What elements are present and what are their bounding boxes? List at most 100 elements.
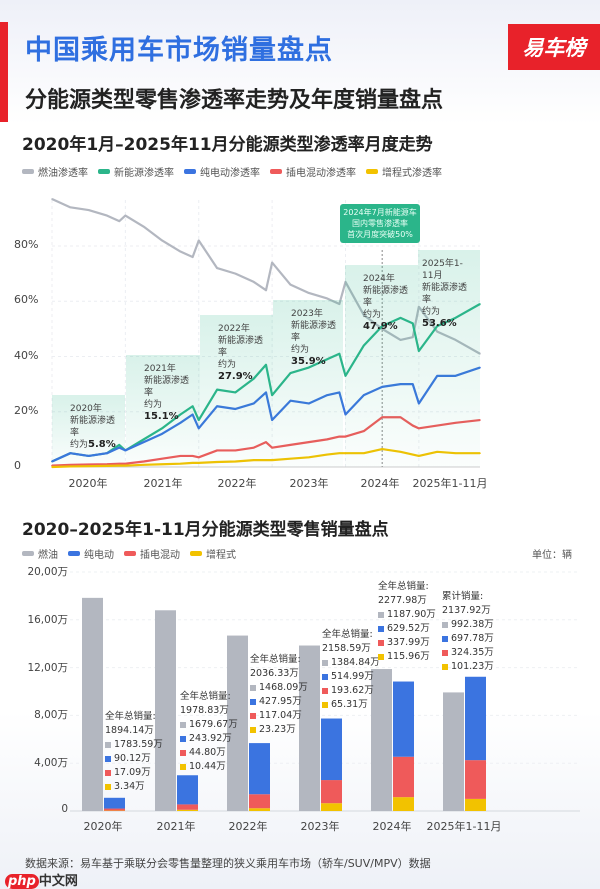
data-point	[142, 460, 145, 463]
data-point	[399, 317, 402, 319]
legend-item: 纯电动	[68, 546, 114, 561]
breakdown-swatch	[442, 650, 448, 656]
breakdown-swatch	[250, 727, 256, 733]
total-label: 全年总销量:	[378, 581, 429, 592]
data-point	[106, 452, 108, 454]
data-point	[338, 303, 341, 305]
bar-segment-phev	[104, 808, 125, 811]
bar-segment-bev	[104, 797, 125, 809]
annotation-box: 2025年1-11月 新能源渗透率 约为53.6%	[418, 250, 480, 467]
legend-label: 纯电动	[84, 550, 114, 561]
breakdown-item: 1384.84万	[322, 656, 380, 670]
breakdown-value: 337.99万	[387, 637, 430, 648]
data-point	[87, 455, 90, 457]
bar-segment-phev	[393, 756, 414, 798]
x-tick-label: 2020年	[68, 477, 108, 490]
data-point	[289, 283, 292, 286]
data-point	[271, 419, 273, 421]
data-point	[179, 455, 182, 457]
data-point	[381, 328, 383, 330]
bar-fuel	[371, 669, 392, 811]
y-tick-label: 4,00万	[34, 757, 68, 770]
y-tick-label: 80%	[14, 238, 39, 251]
y-tick-label: 12,00万	[27, 661, 68, 674]
data-point	[216, 405, 218, 408]
breakdown-swatch	[442, 636, 448, 642]
annotation-label: 新能源渗透率	[291, 321, 337, 343]
callout-line: 首次月度突破50%	[347, 230, 413, 239]
y-tick-label: 40%	[14, 348, 39, 362]
data-point	[411, 336, 414, 338]
data-point	[289, 399, 292, 402]
legend-item: 插电混动渗透率	[270, 164, 356, 179]
breakdown-value: 697.78万	[451, 633, 494, 644]
breakdown-item: 514.99万	[322, 670, 380, 684]
bar-segment-phev	[465, 760, 486, 799]
data-point	[399, 339, 402, 341]
data-point	[118, 220, 121, 222]
breakdown-value: 427.95万	[259, 696, 302, 707]
breakdown-value: 17.09万	[114, 767, 151, 778]
data-point	[161, 239, 163, 242]
data-point	[381, 386, 383, 388]
data-point	[418, 427, 420, 430]
breakdown-value: 324.35万	[451, 647, 494, 658]
total-value: 1978.83万	[180, 705, 229, 716]
breakdown-swatch	[250, 699, 256, 705]
x-tick-label: 2025年1-11月	[412, 477, 488, 490]
annotation-value-row: 约为27.9%	[218, 359, 267, 383]
breakdown-swatch	[322, 688, 328, 694]
data-point	[252, 377, 255, 380]
breakdown-item: 3.34万	[105, 780, 163, 794]
data-point	[418, 350, 420, 352]
annotation-value: 5.8%	[88, 439, 116, 450]
breakdown-item: 1468.09万	[250, 681, 308, 695]
data-point	[106, 465, 108, 467]
x-tick-label: 2023年	[289, 477, 329, 490]
data-point	[106, 463, 108, 466]
bar-segment-bev	[321, 718, 342, 781]
breakdown-item: 324.35万	[442, 646, 494, 660]
data-point	[436, 424, 439, 427]
unit-label: 单位：辆	[532, 550, 572, 561]
bar-fuel	[82, 597, 103, 811]
data-point	[69, 206, 72, 209]
annotation-value: 35.9%	[291, 356, 326, 367]
breakdown-value: 514.99万	[331, 671, 374, 682]
annotation-box: 2022年 新能源渗透率 约为27.9%	[200, 315, 273, 467]
breakdown-value: 65.31万	[331, 699, 368, 710]
bar-chart-legend: 燃油 纯电动 插电混动 增程式	[22, 546, 236, 561]
data-point	[411, 424, 414, 427]
data-point	[191, 413, 194, 416]
data-point	[271, 459, 273, 461]
breakdown-swatch	[378, 612, 384, 618]
data-point	[252, 459, 255, 461]
data-point	[399, 383, 402, 385]
data-point	[87, 463, 90, 466]
breakdown-swatch	[105, 784, 111, 790]
data-point	[326, 453, 328, 456]
data-point	[363, 314, 365, 316]
data-point	[363, 394, 365, 396]
data-point	[118, 446, 121, 449]
data-point	[454, 422, 457, 424]
breakdown-item: 193.62万	[322, 684, 380, 698]
data-point	[418, 305, 420, 308]
line-chart-title: 2020年1月–2025年11月分能源类型渗透率月度走势	[22, 135, 433, 155]
breakdown-swatch	[322, 660, 328, 666]
total-value: 2137.92万	[442, 605, 491, 616]
total-value: 1894.14万	[105, 725, 154, 736]
x-tick-label: 2025年1-11月	[426, 820, 502, 833]
data-point	[338, 391, 341, 394]
data-point	[363, 452, 365, 454]
breakdown-item: 1679.67万	[180, 718, 238, 732]
annotation-year: 2020年	[70, 404, 102, 414]
data-point	[142, 441, 145, 443]
breakdown-swatch	[105, 742, 111, 748]
legend-label: 燃油渗透率	[38, 168, 88, 179]
annotation-value-row: 约为5.8%	[70, 439, 119, 451]
data-point	[51, 460, 53, 463]
data-point	[265, 459, 267, 461]
data-point	[179, 413, 182, 416]
